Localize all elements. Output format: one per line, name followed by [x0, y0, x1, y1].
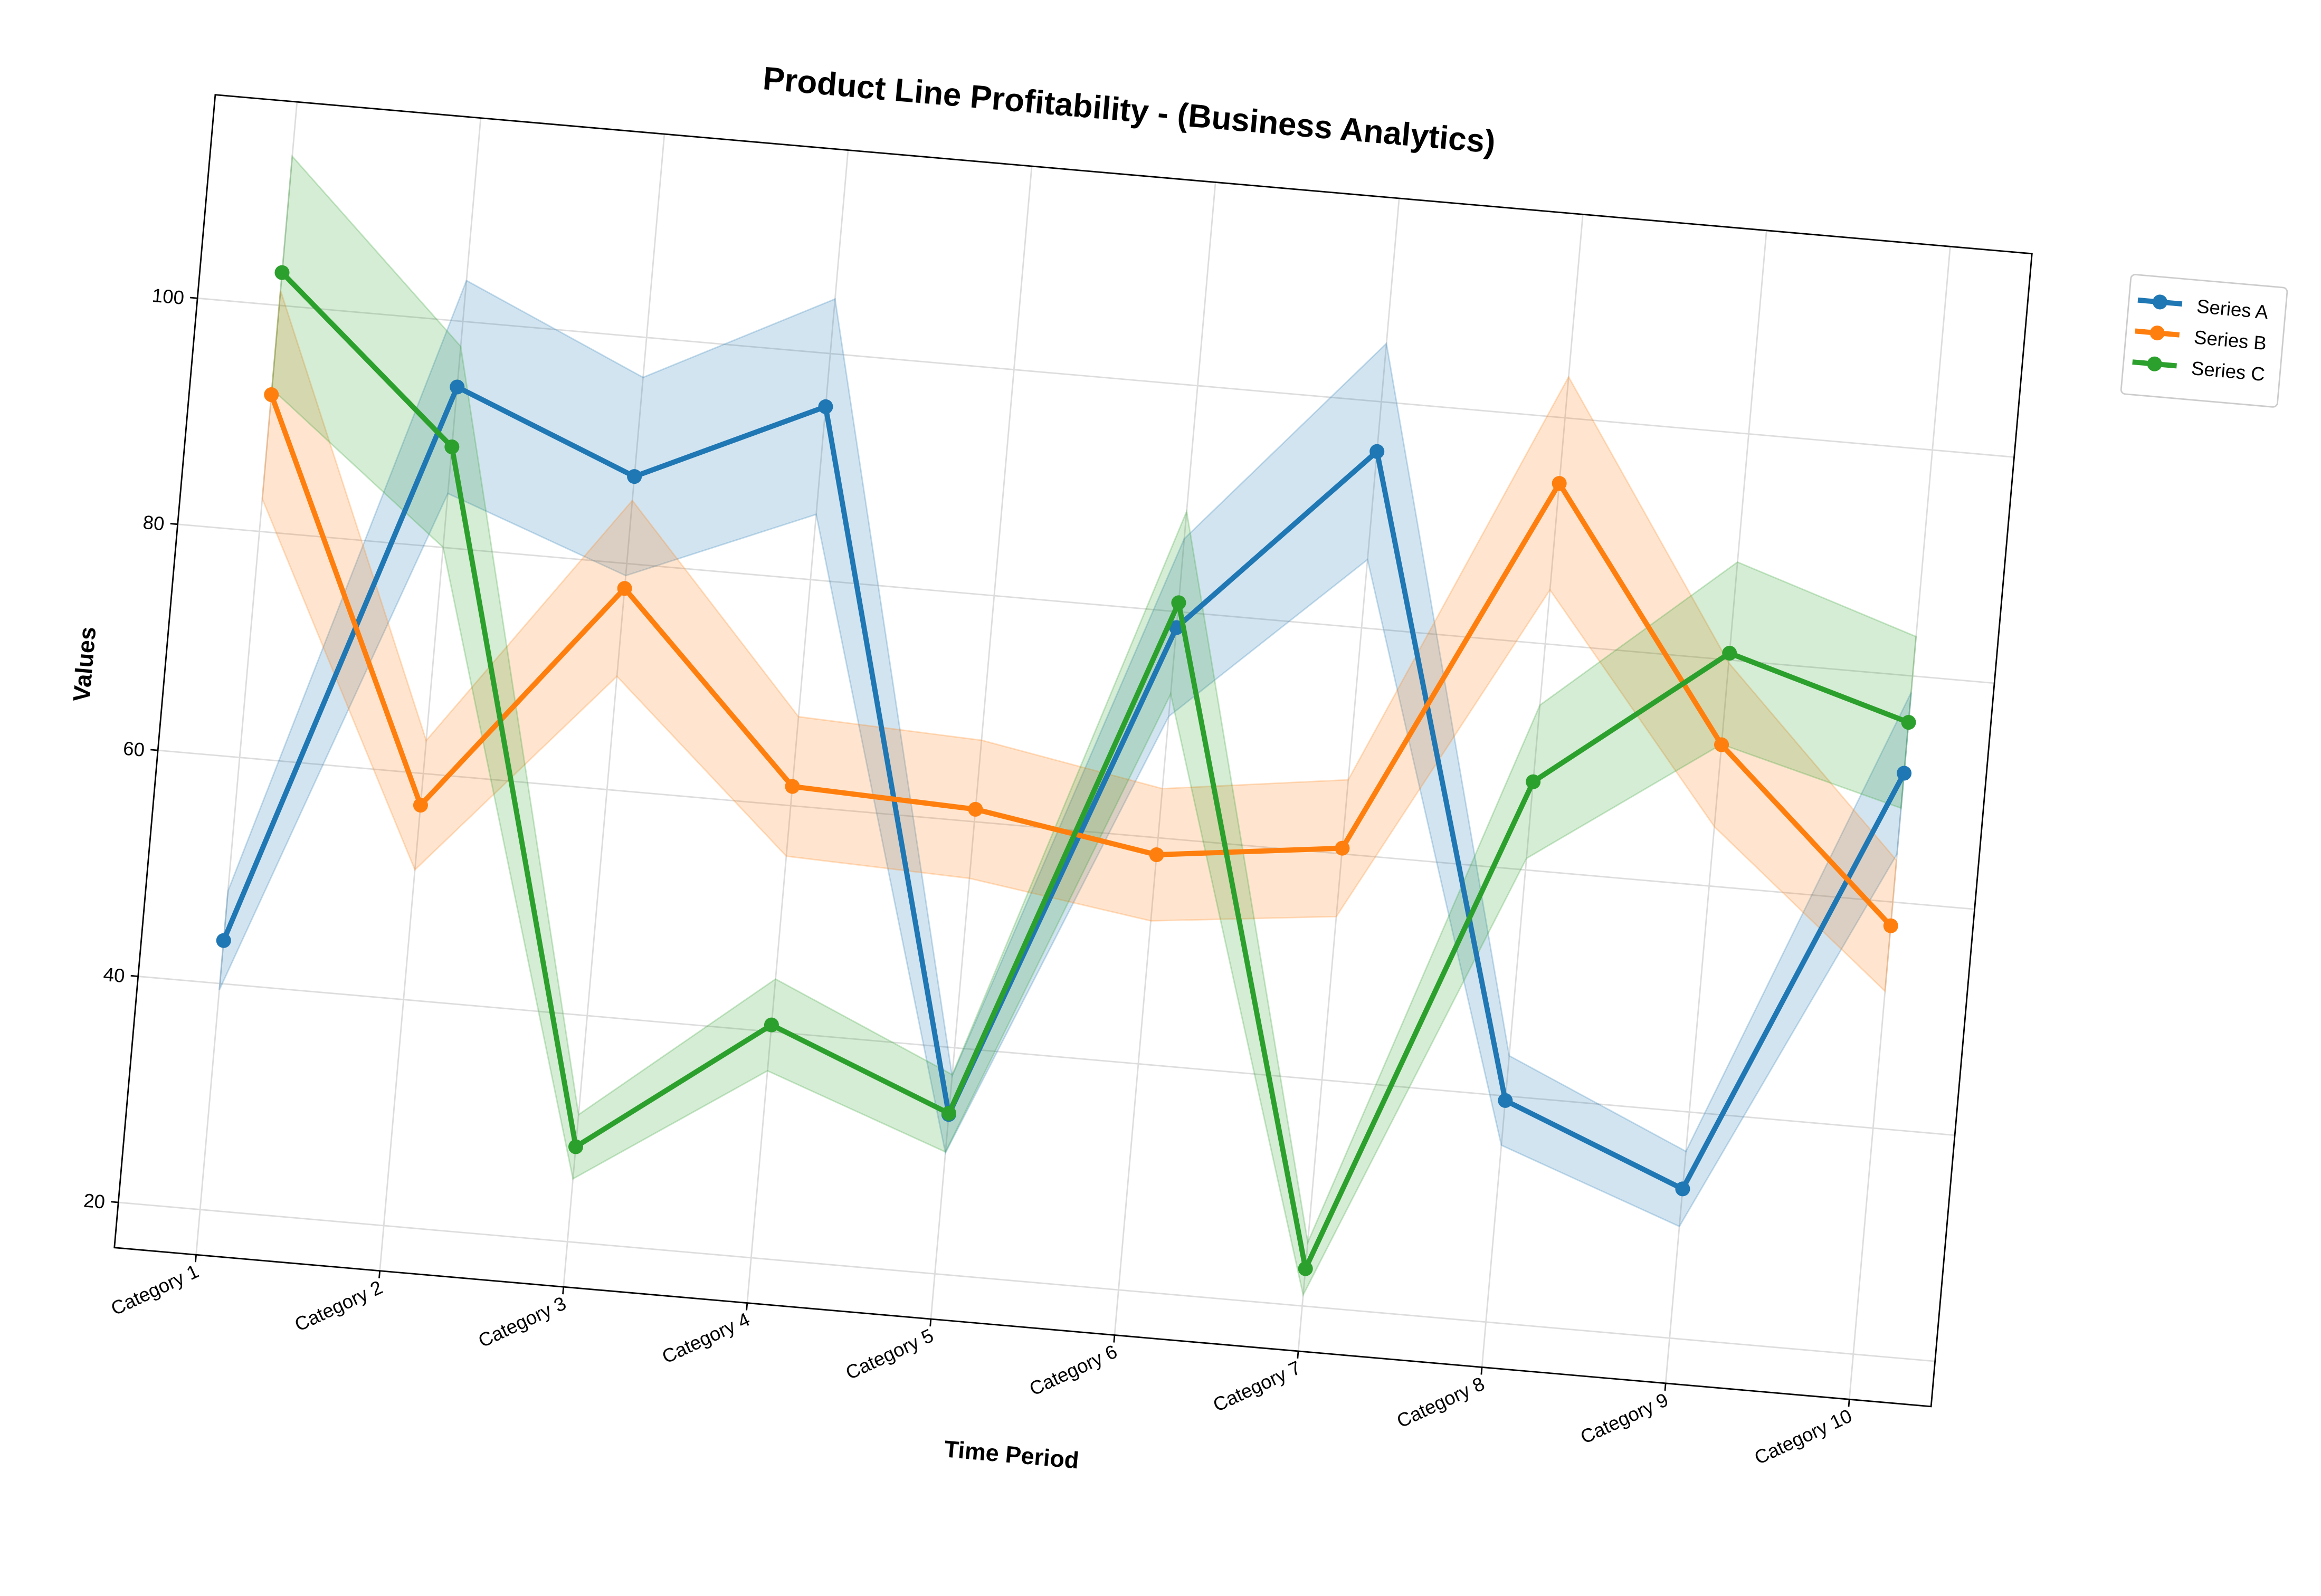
x-tick	[1113, 1335, 1116, 1343]
marker	[1171, 595, 1186, 610]
legend-marker	[2152, 294, 2167, 310]
y-tick-label: 100	[151, 284, 185, 309]
marker	[1901, 715, 1916, 730]
grid-line	[930, 166, 1033, 1320]
marker	[617, 581, 632, 596]
marker	[216, 933, 231, 948]
marker	[818, 399, 833, 414]
marker	[1722, 645, 1737, 661]
marker	[1335, 840, 1350, 856]
marker	[264, 387, 279, 403]
marker	[444, 439, 460, 455]
marker	[274, 265, 290, 280]
plot-frame	[113, 94, 2033, 1408]
grid	[118, 102, 2014, 1400]
grid-line	[197, 297, 2014, 458]
grid-line	[195, 102, 298, 1255]
grid-line	[118, 1201, 1935, 1362]
error-band	[271, 154, 1917, 1297]
x-tick	[562, 1287, 565, 1295]
grid-line	[177, 523, 1995, 684]
marker	[1552, 476, 1567, 491]
series-line	[280, 271, 1910, 1272]
marker	[1369, 444, 1385, 459]
y-axis-label: Values	[68, 626, 101, 703]
marker	[1526, 774, 1541, 789]
error-band	[218, 279, 1912, 1228]
marker	[1897, 766, 1912, 781]
y-tick-label: 60	[122, 737, 146, 760]
y-tick-label: 80	[142, 511, 165, 534]
marker	[568, 1139, 584, 1154]
series-line	[269, 394, 1893, 928]
grid-line	[379, 118, 482, 1271]
marker	[413, 798, 428, 813]
series-line	[221, 384, 1907, 1192]
y-tick	[170, 523, 178, 525]
grid-line	[1297, 198, 1400, 1352]
marker	[450, 379, 465, 395]
legend-marker	[2147, 356, 2162, 371]
marker	[764, 1017, 779, 1033]
grid-line	[1481, 214, 1584, 1368]
marker	[1498, 1093, 1513, 1108]
grid-line	[1848, 246, 1951, 1400]
marker	[627, 469, 642, 484]
marker	[941, 1106, 957, 1121]
marker	[1714, 737, 1729, 752]
y-tick-label: 20	[83, 1189, 106, 1212]
marker	[1675, 1181, 1690, 1197]
grid-line	[1114, 182, 1216, 1335]
marker	[1883, 918, 1898, 933]
x-tick	[1664, 1383, 1667, 1391]
marker	[1149, 847, 1164, 863]
x-tick	[195, 1255, 197, 1263]
grid-line	[563, 133, 665, 1287]
marker	[968, 801, 983, 817]
x-tick	[929, 1318, 932, 1327]
marker	[1298, 1261, 1313, 1276]
legend-marker	[2149, 326, 2165, 341]
x-tick	[1480, 1367, 1483, 1375]
grid-line	[746, 150, 849, 1303]
grid-line	[138, 976, 1955, 1136]
error-band	[261, 290, 1898, 993]
y-tick-label: 40	[102, 963, 126, 987]
marker	[785, 779, 800, 794]
